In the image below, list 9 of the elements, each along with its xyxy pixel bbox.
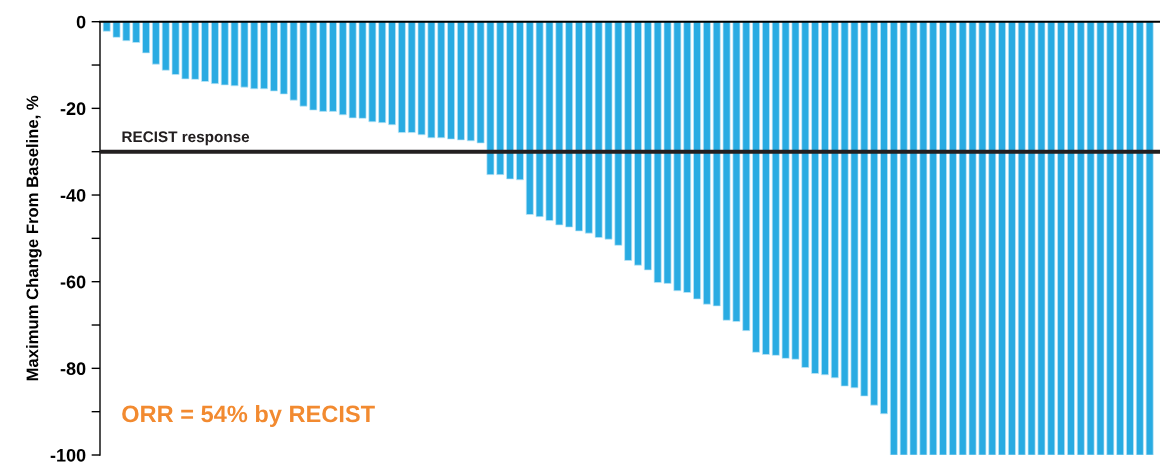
y-tick-label: -20 bbox=[60, 102, 86, 116]
y-tick-label: -100 bbox=[50, 448, 86, 462]
ref-line-label: RECIST response bbox=[122, 131, 250, 146]
y-axis-title: Maximum Change From Baseline, % bbox=[26, 95, 42, 381]
annotation: ORR = 54% by RECIST bbox=[122, 405, 375, 428]
y-tick-label: -80 bbox=[60, 362, 86, 376]
y-tick-label: 0 bbox=[76, 15, 86, 29]
y-tick-label: -40 bbox=[60, 188, 86, 202]
y-tick-label: -60 bbox=[60, 275, 86, 289]
